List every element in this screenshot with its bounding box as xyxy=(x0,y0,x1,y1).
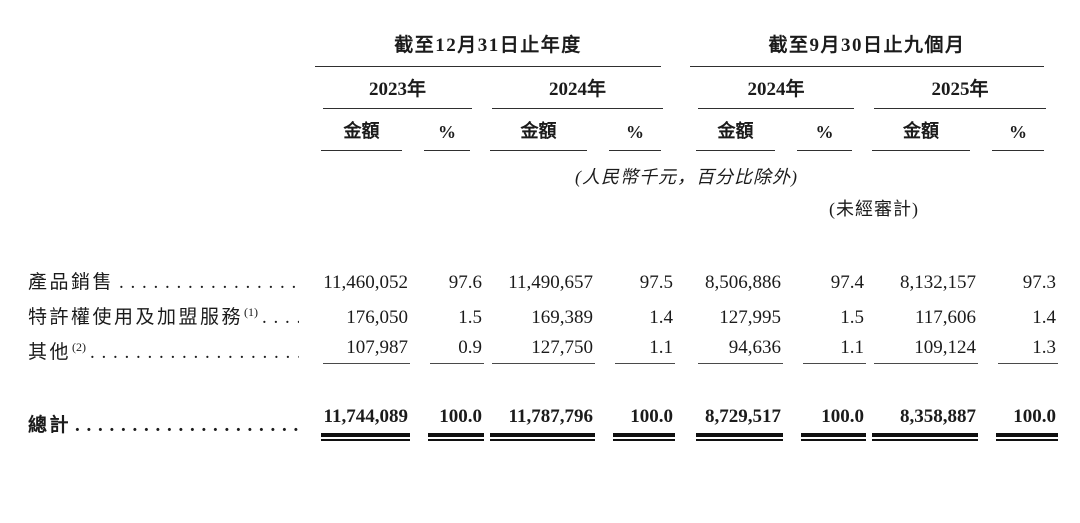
column-header-row: 金額 % 金額 % 金額 % 金額 % xyxy=(28,109,1058,151)
currency-note-row: (人民幣千元，百分比除外) xyxy=(28,151,1058,189)
amount-value: 8,132,157 xyxy=(900,272,977,293)
col-header-amount: 金額 xyxy=(696,117,776,151)
revenue-breakdown-table: 截至12月31日止年度 截至9月30日止九個月 2023年 2024年 2024… xyxy=(28,30,1059,441)
amount-value: 8,506,886 xyxy=(705,272,782,293)
table-row-franchise-services: 特許權使用及加盟服務(1) 176,050 1.5 169,389 1.4 12… xyxy=(28,294,1058,329)
percent-value: 1.1 xyxy=(615,337,676,364)
percent-value: 1.1 xyxy=(803,337,867,364)
footnote-sup: (1) xyxy=(244,305,259,319)
unaudited-note: (未經審計) xyxy=(829,199,920,219)
row-label: 其他 xyxy=(28,342,72,363)
col-header-percent: % xyxy=(992,122,1045,151)
section-header-row: 截至12月31日止年度 截至9月30日止九個月 xyxy=(28,30,1058,67)
amount-value: 169,389 xyxy=(531,307,593,328)
spacer-row xyxy=(28,221,1058,259)
row-label: 產品銷售 xyxy=(28,272,115,293)
percent-value: 1.4 xyxy=(1032,307,1057,328)
footnote-sup: (2) xyxy=(72,340,87,354)
table-row-total: 總計 11,744,089 100.0 11,787,796 100.0 8,7… xyxy=(28,406,1059,441)
amount-value: 107,987 xyxy=(323,337,410,364)
total-amount-value: 11,787,796 xyxy=(490,406,595,441)
dot-leader xyxy=(119,272,299,294)
percent-value: 97.6 xyxy=(448,272,482,293)
table-row-product-sales: 產品銷售 11,460,052 97.6 11,490,657 97.5 8,5… xyxy=(28,259,1058,294)
unaudited-note-row: (未經審計) xyxy=(28,189,1058,221)
percent-value: 97.5 xyxy=(639,272,674,293)
percent-value: 0.9 xyxy=(430,337,484,364)
year-2024: 2024年 xyxy=(492,74,664,109)
amount-value: 11,490,657 xyxy=(508,272,593,293)
year-2025-9m: 2025年 xyxy=(874,74,1047,109)
amount-value: 109,124 xyxy=(874,337,979,364)
year-2024-9m: 2024年 xyxy=(698,74,855,109)
amount-value: 127,995 xyxy=(719,307,782,328)
year-2023: 2023年 xyxy=(323,74,472,109)
col-header-percent: % xyxy=(424,122,470,151)
col-header-amount: 金額 xyxy=(872,117,971,151)
amount-value: 11,460,052 xyxy=(323,272,408,293)
total-percent-value: 100.0 xyxy=(801,406,867,441)
total-percent-value: 100.0 xyxy=(996,406,1059,441)
total-amount-value: 8,358,887 xyxy=(872,406,979,441)
total-amount-value: 8,729,517 xyxy=(696,406,784,441)
year-header-row: 2023年 2024年 2024年 2025年 xyxy=(28,67,1058,109)
spacer-row xyxy=(28,364,1058,406)
currency-note: (人民幣千元，百分比除外) xyxy=(575,167,799,187)
total-percent-value: 100.0 xyxy=(613,406,676,441)
percent-value: 1.5 xyxy=(840,307,865,328)
row-label: 總計 xyxy=(28,415,72,436)
dot-leader xyxy=(90,342,299,364)
percent-value: 1.3 xyxy=(998,337,1059,364)
dot-leader xyxy=(75,415,299,437)
total-amount-value: 11,744,089 xyxy=(321,406,410,441)
percent-value: 1.5 xyxy=(458,307,482,328)
percent-value: 97.3 xyxy=(1022,272,1057,293)
col-header-percent: % xyxy=(609,122,662,151)
percent-value: 97.4 xyxy=(830,272,865,293)
amount-value: 127,750 xyxy=(492,337,595,364)
amount-value: 176,050 xyxy=(346,307,408,328)
dot-leader xyxy=(262,307,299,329)
row-label: 特許權使用及加盟服務 xyxy=(28,307,244,328)
col-header-percent: % xyxy=(797,122,853,151)
percent-value: 1.4 xyxy=(649,307,674,328)
amount-value: 94,636 xyxy=(698,337,784,364)
table-row-others: 其他(2) 107,987 0.9 127,750 1.1 94,636 1.1… xyxy=(28,329,1059,364)
amount-value: 117,606 xyxy=(914,307,977,328)
col-header-amount: 金額 xyxy=(490,117,587,151)
section-title-year-ended-dec31: 截至12月31日止年度 xyxy=(315,30,662,67)
col-header-amount: 金額 xyxy=(321,117,402,151)
section-title-nine-months-sep30: 截至9月30日止九個月 xyxy=(690,30,1045,67)
total-percent-value: 100.0 xyxy=(428,406,484,441)
